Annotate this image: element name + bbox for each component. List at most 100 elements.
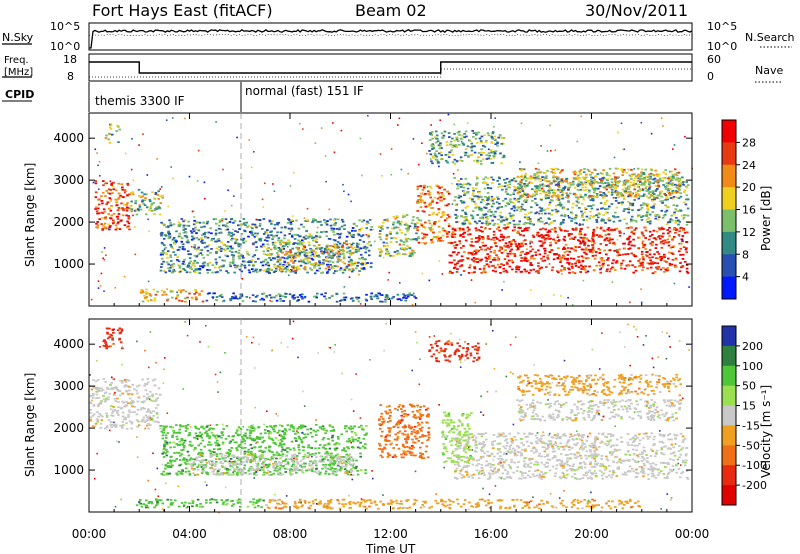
- velocity-cell: [182, 441, 186, 444]
- power-speckle: [567, 296, 569, 299]
- power-speckle: [390, 148, 393, 150]
- power-cell: [341, 268, 344, 271]
- power-cell: [455, 160, 459, 162]
- power-speckle: [358, 273, 360, 276]
- power-cell: [430, 160, 433, 163]
- power-cell: [568, 262, 571, 264]
- power-cell: [492, 224, 496, 226]
- velocity-cell: [113, 408, 117, 411]
- power-cell: [569, 238, 572, 240]
- power-cell: [440, 132, 444, 135]
- power-cell: [445, 217, 449, 220]
- power-speckle: [299, 122, 301, 125]
- power-cell: [568, 271, 571, 274]
- power-speckle: [426, 185, 429, 188]
- power-cell: [434, 158, 438, 161]
- power-cell: [385, 248, 388, 251]
- power-cell: [479, 160, 483, 163]
- power-cell: [189, 260, 192, 263]
- power-cell: [641, 264, 644, 267]
- power-cell: [492, 213, 495, 216]
- power-cell: [470, 146, 473, 149]
- power-cell: [238, 257, 241, 260]
- velocity-cell: [102, 389, 105, 392]
- power-cell: [548, 203, 551, 206]
- power-cell: [468, 266, 471, 269]
- power-cell: [674, 208, 677, 211]
- power-cell: [160, 241, 164, 244]
- power-cell: [555, 211, 558, 214]
- velocity-cell: [102, 340, 106, 343]
- power-speckle: [146, 174, 149, 176]
- power-cell: [118, 228, 122, 230]
- power-cell: [640, 216, 643, 219]
- power-cell: [348, 233, 352, 236]
- power-cell: [232, 260, 235, 263]
- power-cell: [385, 218, 389, 221]
- power-cell: [114, 228, 118, 231]
- power-speckle: [438, 165, 440, 168]
- power-cell: [663, 271, 666, 273]
- power-cell: [497, 218, 500, 221]
- power-cell: [513, 223, 516, 226]
- power-cell: [194, 228, 198, 231]
- power-cell: [331, 252, 335, 255]
- power-cell: [537, 168, 541, 171]
- power-cell: [342, 292, 346, 295]
- power-cell: [193, 293, 196, 295]
- power-cell: [395, 253, 399, 256]
- power-cell: [362, 267, 366, 269]
- power-cell: [588, 250, 592, 253]
- power-cell: [627, 238, 630, 241]
- power-cell: [491, 137, 494, 140]
- power-cell: [467, 251, 471, 254]
- power-cell: [447, 223, 451, 225]
- power-cell: [672, 175, 675, 178]
- power-cell: [460, 264, 464, 267]
- power-cell: [402, 296, 405, 299]
- power-cell: [279, 259, 282, 261]
- power-cell: [615, 191, 619, 193]
- power-cell: [678, 230, 681, 233]
- power-cell: [616, 167, 620, 170]
- power-cell: [547, 184, 550, 187]
- power-cell: [292, 265, 295, 267]
- power-cell: [240, 233, 244, 235]
- power-speckle: [248, 139, 250, 141]
- power-cell: [299, 250, 303, 253]
- power-cell: [416, 222, 419, 224]
- power-cell: [232, 256, 235, 259]
- power-speckle: [316, 226, 319, 229]
- velocity-cell: [113, 397, 117, 400]
- power-cell: [215, 240, 219, 243]
- power-cell: [177, 264, 180, 267]
- power-cell: [581, 237, 584, 239]
- power-cell: [385, 238, 388, 240]
- power-cell: [674, 266, 677, 268]
- power-cell: [166, 225, 170, 228]
- power-cell: [511, 229, 515, 232]
- power-cell: [466, 145, 470, 148]
- power-cell: [535, 191, 538, 194]
- power-cell: [614, 186, 617, 188]
- velocity-cell: [205, 430, 208, 433]
- velocity-cell: [212, 448, 216, 450]
- power-cell: [579, 236, 583, 239]
- power-cell: [269, 231, 272, 234]
- power-speckle: [580, 115, 582, 118]
- power-speckle: [142, 133, 144, 135]
- velocity-cell: [130, 402, 134, 405]
- power-cell: [502, 270, 506, 273]
- power-speckle: [485, 222, 487, 225]
- power-cell: [499, 272, 502, 274]
- power-cell: [471, 217, 475, 220]
- power-cell: [369, 244, 373, 247]
- power-cell: [145, 206, 149, 209]
- power-cell: [513, 189, 517, 191]
- power-cell: [520, 270, 524, 273]
- power-cell: [348, 250, 352, 252]
- freq-trace: [89, 61, 692, 78]
- power-cell: [229, 265, 232, 268]
- power-cell: [456, 268, 459, 270]
- power-cell: [447, 203, 451, 205]
